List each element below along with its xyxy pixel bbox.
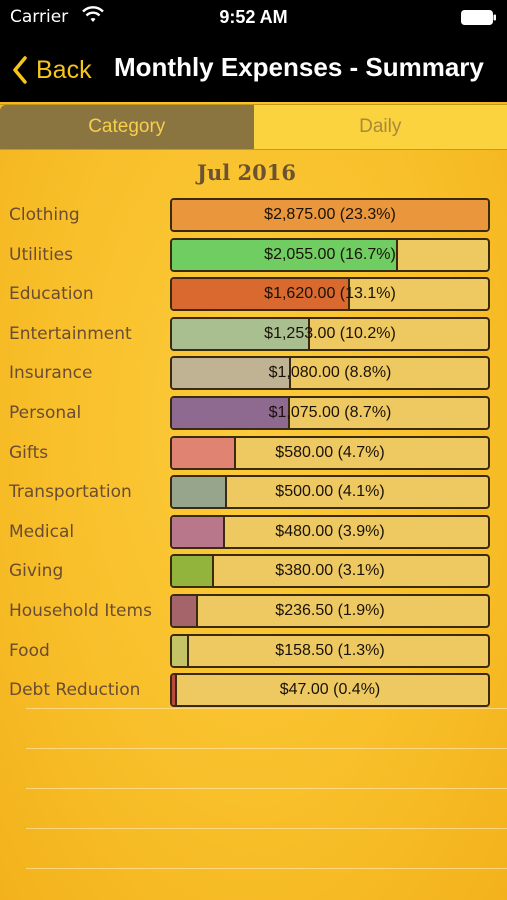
category-row[interactable]: Food $158.50 (1.3%)	[0, 632, 507, 672]
tab-category[interactable]: Category	[0, 105, 254, 149]
category-amount: $480.00 (3.9%)	[275, 523, 385, 540]
back-label: Back	[36, 55, 92, 84]
category-row[interactable]: Utilities $2,055.00 (16.7%)	[0, 236, 507, 276]
category-bar-fill	[172, 556, 214, 586]
category-row[interactable]: Gifts $580.00 (4.7%)	[0, 434, 507, 474]
category-bar[interactable]: $500.00 (4.1%)	[170, 475, 490, 509]
category-name: Personal	[9, 403, 82, 423]
battery-icon	[461, 10, 497, 25]
category-name: Insurance	[9, 363, 93, 383]
category-amount: $1,620.00 (13.1%)	[264, 285, 396, 302]
category-row[interactable]: Medical $480.00 (3.9%)	[0, 513, 507, 553]
category-bar[interactable]: $2,055.00 (16.7%)	[170, 238, 490, 272]
category-bar[interactable]: $236.50 (1.9%)	[170, 594, 490, 628]
category-bar-fill	[172, 438, 236, 468]
category-name: Medical	[9, 522, 75, 542]
category-amount: $1,075.00 (8.7%)	[268, 404, 392, 421]
category-bar-fill	[172, 279, 350, 309]
category-name: Utilities	[9, 245, 73, 265]
category-name: Entertainment	[9, 324, 132, 344]
category-bar[interactable]: $158.50 (1.3%)	[170, 634, 490, 668]
category-bar[interactable]: $580.00 (4.7%)	[170, 436, 490, 470]
wifi-icon	[82, 6, 104, 29]
category-bar[interactable]: $47.00 (0.4%)	[170, 673, 490, 707]
navigation-bar: Back Monthly Expenses - Summary	[0, 36, 507, 102]
status-bar: Carrier 9:52 AM	[0, 0, 507, 36]
chevron-left-icon	[13, 56, 27, 84]
ruled-line	[26, 748, 507, 749]
category-row[interactable]: Entertainment $1,253.00 (10.2%)	[0, 315, 507, 355]
category-amount: $2,875.00 (23.3%)	[264, 206, 396, 223]
category-name: Gifts	[9, 443, 49, 463]
carrier-label: Carrier	[10, 7, 69, 27]
category-bar[interactable]: $2,875.00 (23.3%)	[170, 198, 490, 232]
category-row[interactable]: Debt Reduction $47.00 (0.4%)	[0, 671, 507, 711]
category-amount: $500.00 (4.1%)	[275, 483, 385, 500]
category-row[interactable]: Clothing $2,875.00 (23.3%)	[0, 196, 507, 236]
category-bar[interactable]: $380.00 (3.1%)	[170, 554, 490, 588]
clock: 9:52 AM	[219, 7, 288, 27]
category-bar[interactable]: $1,620.00 (13.1%)	[170, 277, 490, 311]
ruled-line	[26, 708, 507, 709]
category-bar-fill	[172, 517, 225, 547]
category-amount: $47.00 (0.4%)	[279, 681, 381, 698]
category-name: Transportation	[9, 482, 132, 502]
category-row[interactable]: Personal $1,075.00 (8.7%)	[0, 394, 507, 434]
category-amount: $158.50 (1.3%)	[275, 642, 385, 659]
category-name: Household Items	[9, 601, 152, 621]
ruled-line	[26, 868, 507, 869]
month-label: Jul 2016	[197, 160, 296, 185]
category-bar[interactable]: $480.00 (3.9%)	[170, 515, 490, 549]
category-bar-fill	[172, 240, 398, 270]
category-name: Food	[9, 641, 50, 661]
category-bar-fill	[172, 477, 227, 507]
category-amount: $580.00 (4.7%)	[275, 444, 385, 461]
category-amount: $2,055.00 (16.7%)	[264, 246, 396, 263]
category-row[interactable]: Insurance $1,080.00 (8.8%)	[0, 354, 507, 394]
tab-daily[interactable]: Daily	[253, 105, 507, 149]
ruled-line	[26, 788, 507, 789]
category-amount: $1,080.00 (8.8%)	[268, 364, 392, 381]
category-bar-fill	[172, 319, 310, 349]
category-bar[interactable]: $1,253.00 (10.2%)	[170, 317, 490, 351]
content-area: Category Daily Jul 2016 Clothing $2,875.0…	[0, 102, 507, 900]
category-row[interactable]: Transportation $500.00 (4.1%)	[0, 473, 507, 513]
category-name: Debt Reduction	[9, 680, 141, 700]
category-bar[interactable]: $1,080.00 (8.8%)	[170, 356, 490, 390]
category-amount: $380.00 (3.1%)	[275, 562, 385, 579]
page-title: Monthly Expenses - Summary	[114, 52, 484, 82]
back-button[interactable]: Back	[12, 50, 92, 90]
category-name: Education	[9, 284, 94, 304]
category-amount: $236.50 (1.9%)	[275, 602, 385, 619]
segmented-control: Category Daily	[0, 104, 507, 150]
category-row[interactable]: Giving $380.00 (3.1%)	[0, 552, 507, 592]
category-name: Giving	[9, 561, 64, 581]
category-bar-fill	[172, 398, 290, 428]
category-bar-fill	[172, 596, 198, 626]
category-bar-fill	[172, 636, 189, 666]
category-name: Clothing	[9, 205, 80, 225]
category-bar-fill	[172, 200, 488, 230]
category-bar-fill	[172, 358, 291, 388]
category-bar-fill	[172, 675, 177, 705]
category-row[interactable]: Household Items $236.50 (1.9%)	[0, 592, 507, 632]
ruled-line	[26, 828, 507, 829]
category-amount: $1,253.00 (10.2%)	[264, 325, 396, 342]
category-row[interactable]: Education $1,620.00 (13.1%)	[0, 275, 507, 315]
category-bar[interactable]: $1,075.00 (8.7%)	[170, 396, 490, 430]
